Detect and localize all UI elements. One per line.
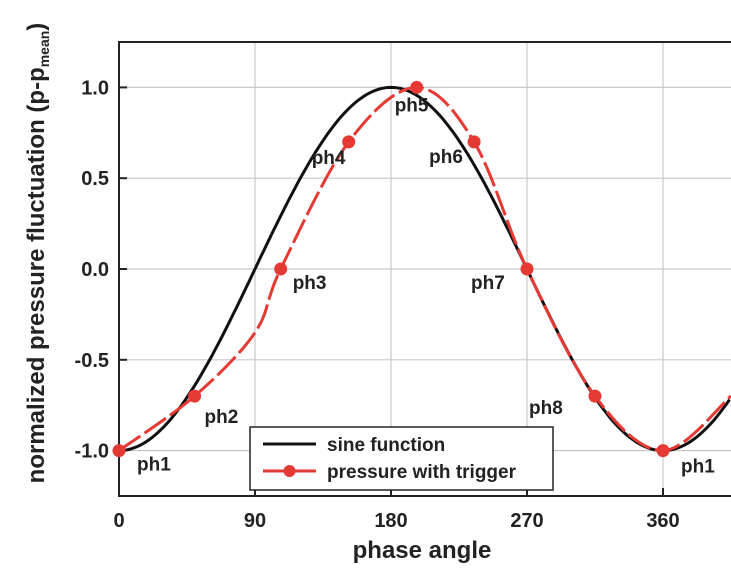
y-tick-label: -1.0 — [75, 441, 109, 463]
y-axis-label-close: ) — [23, 23, 50, 31]
y-axis-label-subscript: mean — [36, 31, 52, 68]
x-tick-label: 360 — [646, 510, 679, 532]
x-tick-label: 270 — [510, 510, 543, 532]
y-tick-label: 0.0 — [81, 259, 109, 281]
legend: sine function pressure with trigger — [249, 426, 554, 491]
phase-label-ph5: ph5 — [395, 95, 429, 116]
data-point-ph6 — [467, 135, 481, 149]
y-tick-label: -0.5 — [75, 350, 109, 372]
data-point-ph7 — [520, 262, 534, 276]
data-point-ph5 — [410, 80, 424, 94]
x-tick-label: 180 — [374, 510, 407, 532]
series-sine-function — [118, 85, 731, 453]
phase-label-ph7: ph7 — [471, 273, 505, 294]
data-point-ph1 — [112, 444, 126, 458]
legend-box — [249, 426, 554, 491]
marker-layer — [112, 80, 670, 458]
legend-label-sine: sine function — [327, 435, 445, 456]
phase-label-ph4: ph4 — [312, 148, 346, 169]
x-axis-label: phase angle — [353, 537, 492, 564]
data-point-ph4 — [342, 135, 356, 149]
y-axis-label: normalized pressure fluctuation (p-pmean… — [23, 23, 52, 484]
phase-label-ph6: ph6 — [429, 147, 463, 168]
data-point-ph1 — [656, 444, 670, 458]
phase-label-ph8: ph8 — [529, 398, 563, 419]
x-tick-label: 90 — [244, 510, 266, 532]
legend-label-pressure: pressure with trigger — [327, 462, 517, 483]
data-point-ph2 — [188, 389, 202, 403]
phase-label-ph1: ph1 — [681, 457, 715, 478]
y-tick-label: 0.5 — [81, 168, 109, 190]
phase-label-ph1: ph1 — [137, 455, 171, 476]
phase-label-ph3: ph3 — [293, 273, 327, 294]
legend-marker-pressure — [283, 465, 296, 477]
data-point-ph8 — [588, 389, 602, 403]
x-tick-label: 0 — [113, 510, 124, 532]
y-axis-label-main: normalized pressure fluctuation (p-p — [23, 67, 50, 483]
data-point-ph3 — [274, 262, 288, 276]
phase-label-ph2: ph2 — [205, 407, 239, 428]
y-tick-label: 1.0 — [81, 77, 109, 99]
